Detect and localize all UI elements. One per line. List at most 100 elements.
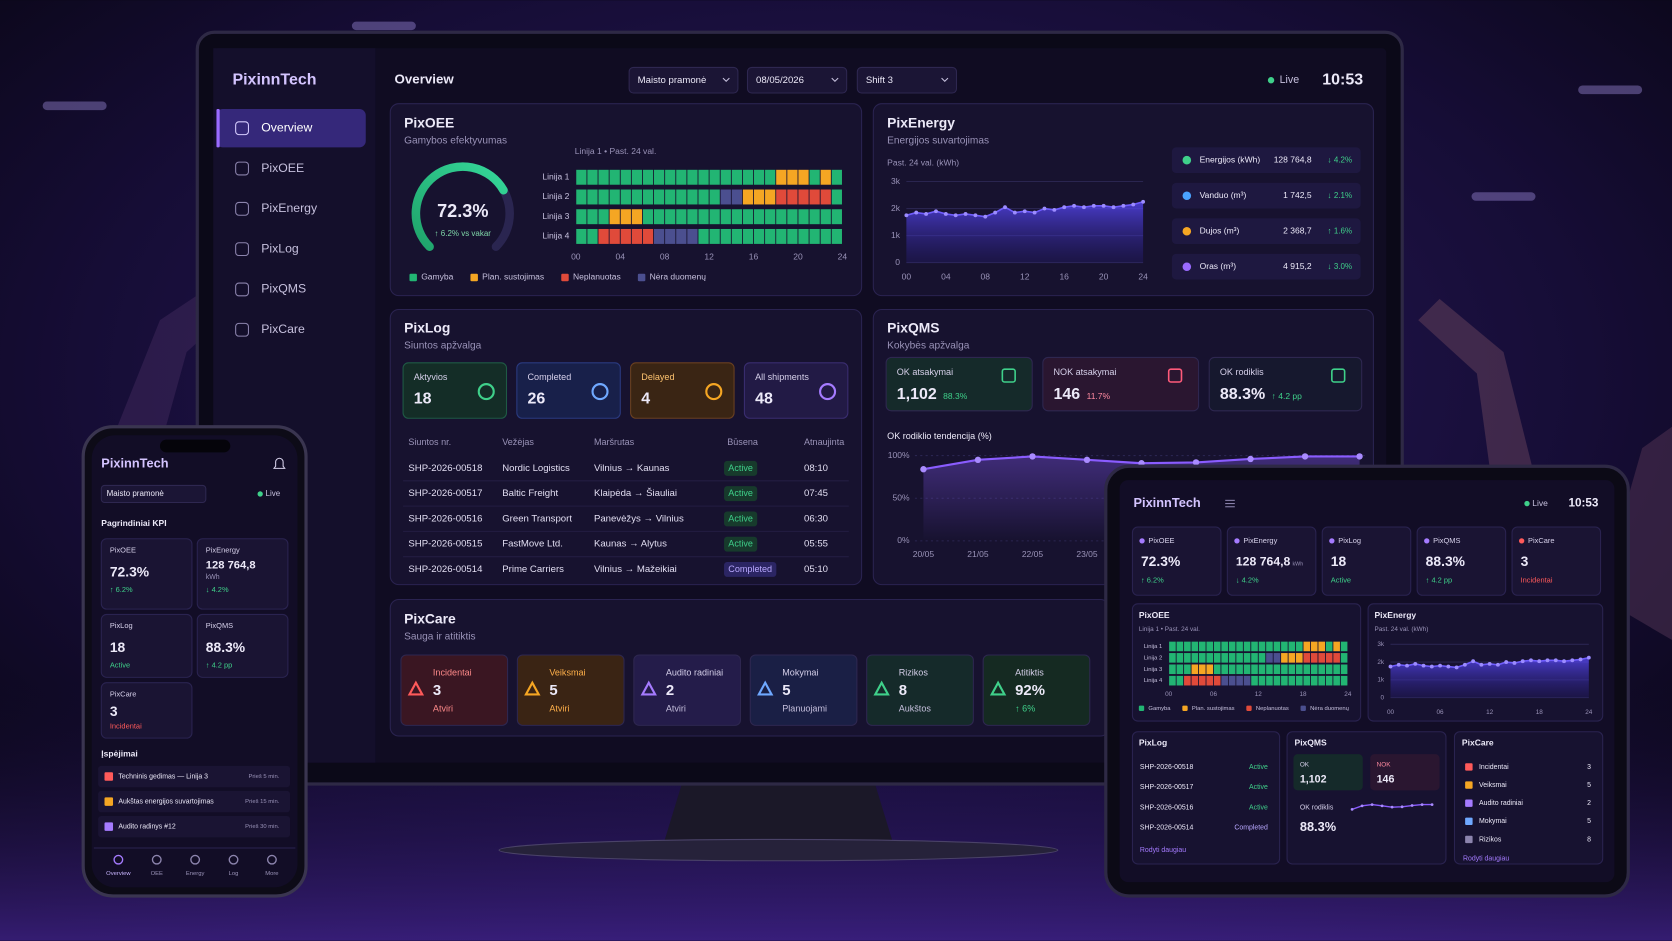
heatmap-cell: [1251, 664, 1258, 675]
heatmap-cell: [787, 189, 798, 205]
heatmap-cell: [1221, 664, 1228, 675]
filter-box[interactable]: [628, 66, 739, 94]
filter-box[interactable]: [100, 484, 207, 504]
filter-box[interactable]: [856, 66, 958, 94]
tab-label[interactable]: OEE: [151, 871, 163, 877]
care-sub: Atviri: [549, 704, 569, 714]
filter-value[interactable]: 08/05/2026: [756, 75, 804, 86]
care-label: Audito radiniai: [666, 667, 723, 677]
nav-item[interactable]: PixLog: [261, 241, 299, 255]
energy-point: [1562, 659, 1566, 664]
heatmap-cell: [765, 189, 776, 205]
care-label: Mokymai: [1479, 818, 1507, 825]
alert-icon: [104, 797, 114, 806]
energy-point: [1111, 205, 1116, 210]
nav-item[interactable]: PixQMS: [261, 282, 306, 296]
energy-point: [1141, 199, 1146, 204]
care-icon: [1465, 763, 1473, 771]
heatmap-cell: [1251, 675, 1258, 686]
more-link[interactable]: Rodyti daugiau: [1463, 855, 1509, 862]
alert-row[interactable]: [98, 815, 291, 838]
energy-point: [1396, 662, 1401, 667]
alert-text[interactable]: Aukštas energijos suvartojimas: [118, 798, 214, 805]
heatmap-cell: [1198, 675, 1206, 686]
line-label: Linija 3: [1144, 667, 1163, 673]
line-label: Linija 2: [542, 191, 569, 201]
panel-title: PixEnergy: [887, 115, 955, 131]
cell: SHP-2026-00517: [1140, 784, 1194, 791]
energy-point: [1454, 665, 1459, 670]
y-tick-label: 2k: [1377, 659, 1385, 666]
cell: SHP-2026-00515: [408, 539, 482, 550]
heatmap-cell: [731, 169, 743, 185]
heatmap-cell: [1325, 675, 1333, 686]
kpi-value: 3: [1521, 553, 1529, 569]
alert-text[interactable]: Techninis gedimas — Linija 3: [118, 773, 208, 780]
care-icon: [524, 680, 541, 696]
filter-value[interactable]: Shift 3: [866, 75, 893, 86]
line-label: Linija 4: [542, 231, 569, 241]
heatmap-cell: [1206, 653, 1214, 663]
filter-value[interactable]: Maisto pramonė: [638, 75, 707, 86]
x-tick-label: 16: [749, 251, 759, 261]
metric-delta: ↓ 4.2%: [1328, 155, 1352, 164]
x-tick-label: 24: [838, 251, 848, 261]
tab-label[interactable]: Overview: [106, 871, 131, 877]
tab-label[interactable]: More: [265, 871, 278, 877]
sparkline-point: [1420, 803, 1424, 806]
tab-label[interactable]: Log: [229, 871, 239, 877]
heatmap-cell: [753, 169, 765, 185]
line-label: Linija 2: [1144, 655, 1163, 661]
y-tick-label: 1k: [1377, 677, 1385, 684]
gauge-value: [411, 162, 508, 251]
kpi-label: PixQMS: [206, 621, 233, 630]
status-bg: [724, 536, 758, 552]
cell: 05:10: [804, 564, 828, 575]
energy-point: [1421, 663, 1426, 668]
heatmap-cell: [598, 189, 609, 205]
qms-value: 146: [1377, 774, 1395, 786]
filter-box[interactable]: [746, 66, 848, 94]
cell: Panevėžys → Vilnius: [594, 513, 684, 524]
filter-value[interactable]: Maisto pramonė: [107, 489, 165, 498]
panel-subtitle: Kokybės apžvalga: [887, 340, 970, 351]
heatmap-cell: [1340, 664, 1348, 675]
status-bg: [724, 511, 758, 527]
care-value: 3: [1587, 764, 1591, 771]
status-bg: [724, 486, 758, 502]
clock: 10:53: [1568, 497, 1598, 510]
nav-item[interactable]: Overview: [261, 120, 312, 134]
qms-icon: [1001, 368, 1016, 383]
nav-item[interactable]: PixEnergy: [261, 201, 318, 215]
metric-value: 2 368,7: [1283, 225, 1312, 235]
heatmap-cell: [731, 209, 743, 225]
kpi-card: [1416, 526, 1507, 596]
panel-title: PixQMS: [887, 319, 939, 335]
legend-label: Neplanuotas: [1256, 706, 1289, 712]
care-icon: [757, 680, 774, 696]
more-link[interactable]: Rodyti daugiau: [1140, 847, 1186, 854]
trend-point: [1029, 453, 1036, 460]
alert-text[interactable]: Audito radinys #12: [118, 823, 175, 830]
kpi-label: PixLog: [1338, 536, 1361, 545]
heatmap-cell: [831, 189, 842, 205]
heatmap-cell: [1273, 653, 1281, 663]
heatmap-cell: [1206, 641, 1214, 652]
care-label: Veiksmai: [549, 667, 585, 677]
alert-row[interactable]: [98, 765, 291, 788]
bell-icon[interactable]: [272, 457, 286, 469]
heatmap-cell: [665, 169, 676, 185]
kpi-value: 18: [110, 639, 126, 655]
tab-label[interactable]: Energy: [186, 871, 205, 877]
heatmap-cell: [1184, 664, 1191, 675]
nav-item[interactable]: PixCare: [261, 322, 305, 336]
heatmap-cell: [1288, 653, 1296, 663]
x-tick-label: 24: [1585, 709, 1593, 716]
nav-item[interactable]: PixOEE: [261, 161, 304, 175]
heatmap-cell: [709, 189, 720, 205]
heatmap-cell: [1281, 641, 1288, 652]
qms-card: [1208, 356, 1363, 412]
care-value: 2: [1587, 800, 1591, 807]
alert-row[interactable]: [98, 790, 291, 813]
